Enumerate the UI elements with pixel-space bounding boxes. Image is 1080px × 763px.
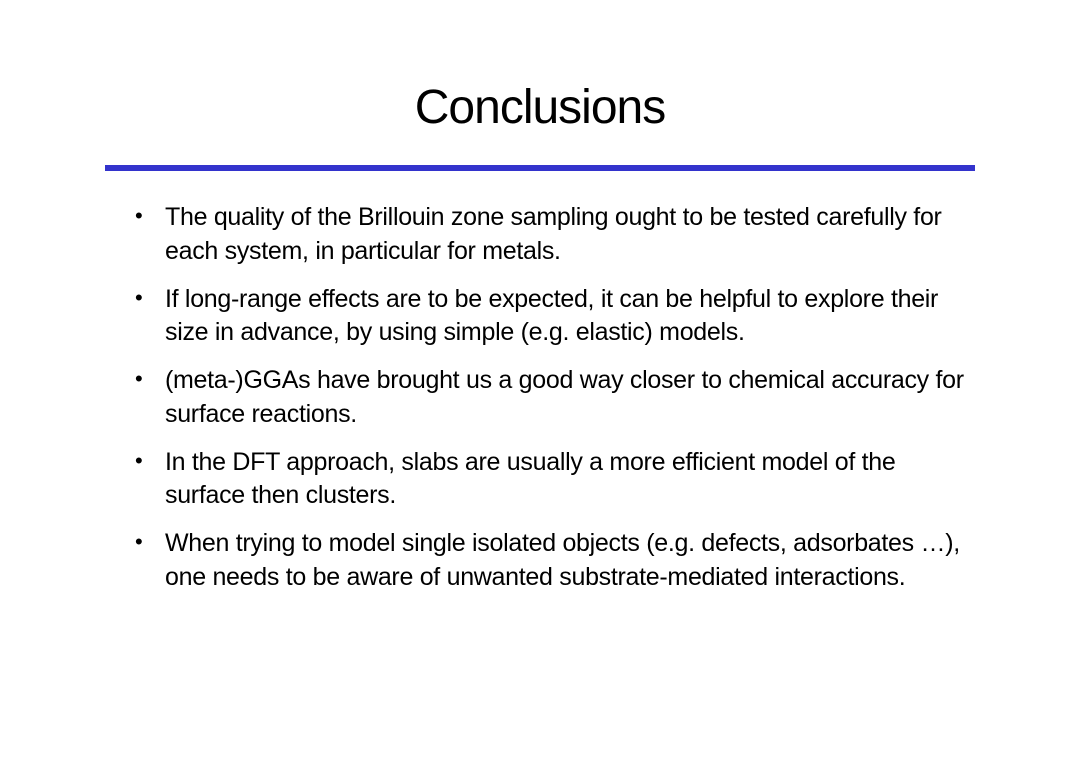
bullet-item: When trying to model single isolated obj… bbox=[135, 527, 980, 595]
bullet-item: If long-range effects are to be expected… bbox=[135, 283, 980, 351]
bullet-item: (meta-)GGAs have brought us a good way c… bbox=[135, 364, 980, 432]
bullet-item: In the DFT approach, slabs are usually a… bbox=[135, 446, 980, 514]
slide-title: Conclusions bbox=[100, 80, 980, 135]
slide-container: Conclusions The quality of the Brillouin… bbox=[0, 0, 1080, 763]
title-divider bbox=[105, 165, 975, 171]
bullet-item: The quality of the Brillouin zone sampli… bbox=[135, 201, 980, 269]
bullet-list: The quality of the Brillouin zone sampli… bbox=[100, 201, 980, 595]
